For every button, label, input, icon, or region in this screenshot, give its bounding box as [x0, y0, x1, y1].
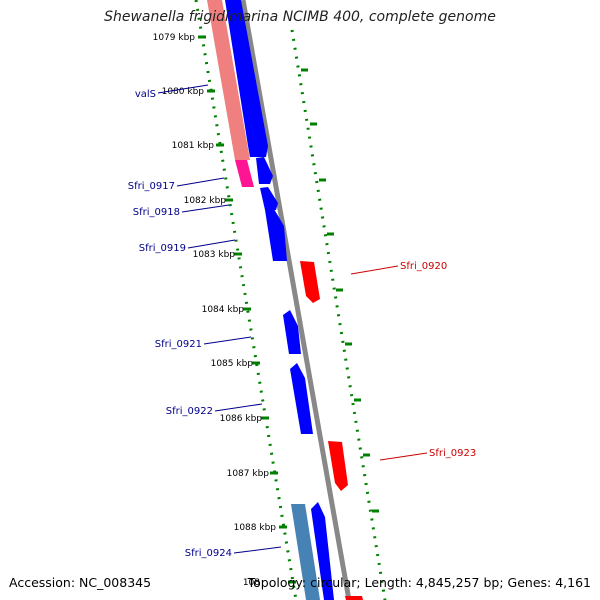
kbp-label-1084: 1084 kbp: [202, 305, 245, 315]
gene-label-sfri0924[interactable]: Sfri_0924: [185, 548, 232, 559]
cds-sfri0920: [300, 261, 320, 303]
gene-feature-sfri0924: [291, 504, 320, 600]
kbp-label-1085: 1085 kbp: [211, 359, 254, 369]
map-title: Shewanella frigidimarina NCIMB 400, comp…: [104, 9, 496, 25]
accession-label: Accession: NC_008345: [9, 575, 152, 590]
kbp-label-108x: 108: [243, 578, 260, 588]
kbp-ruler: 1079 kbp 1080 kbp 1081 kbp 1082 kbp 1083…: [153, 33, 296, 588]
cds-sfri0922: [290, 363, 313, 434]
kbp-label-1086: 1086 kbp: [220, 414, 263, 424]
cds-sfri0918: [260, 187, 278, 210]
cds-reverse-features: [300, 261, 348, 491]
cds-vals: [225, 0, 268, 157]
cds-forward-features: [225, 0, 334, 600]
kbp-label-1080: 1080 kbp: [162, 87, 205, 97]
forward-gene-labels: valS Sfri_0917 Sfri_0918 Sfri_0919 Sfri_…: [128, 84, 282, 559]
kbp-label-1079: 1079 kbp: [153, 33, 196, 43]
cds-sfri0923: [328, 441, 348, 491]
gene-feature-vals: [207, 0, 250, 160]
genome-backbone: [240, 0, 352, 600]
gene-label-vals[interactable]: valS: [135, 89, 156, 100]
gene-label-sfri0918[interactable]: Sfri_0918: [133, 207, 180, 218]
gene-feature-sfri0917: [235, 160, 254, 187]
genome-summary: Topology: circular; Length: 4,845,257 bp…: [247, 575, 591, 590]
kbp-label-1088: 1088 kbp: [234, 523, 277, 533]
kbp-label-1087: 1087 kbp: [227, 469, 270, 479]
gene-label-sfri0922[interactable]: Sfri_0922: [166, 406, 213, 417]
gene-label-sfri0923[interactable]: Sfri_0923: [429, 448, 476, 459]
gene-label-sfri0919[interactable]: Sfri_0919: [139, 243, 186, 254]
outer-ring-dotted: [290, 29, 387, 600]
gene-label-sfri0920[interactable]: Sfri_0920: [400, 261, 447, 272]
kbp-label-1083: 1083 kbp: [193, 250, 236, 260]
cds-sfri0924: [311, 502, 334, 600]
cds-sfri0919: [265, 209, 287, 261]
gene-feature-lower: [345, 596, 363, 600]
gene-label-sfri0921[interactable]: Sfri_0921: [155, 339, 202, 350]
outer-ring-ticks: [301, 68, 379, 513]
reverse-gene-labels: Sfri_0920 Sfri_0923: [350, 261, 476, 461]
kbp-label-1081: 1081 kbp: [172, 141, 215, 151]
cds-sfri0917: [256, 157, 273, 184]
gene-label-sfri0917[interactable]: Sfri_0917: [128, 181, 175, 192]
kbp-label-1082: 1082 kbp: [184, 196, 227, 206]
cds-sfri0921: [283, 310, 301, 354]
